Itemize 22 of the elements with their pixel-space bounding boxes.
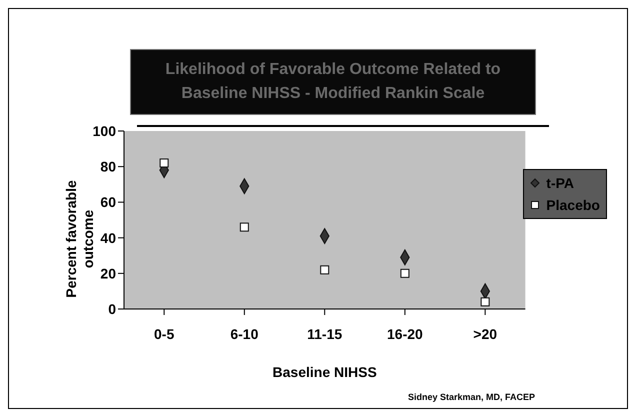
point xyxy=(240,222,249,232)
y-axis-title: Percent favorable outcome xyxy=(63,179,97,300)
point xyxy=(320,265,330,274)
legend-label: Placebo xyxy=(546,196,600,215)
y-tick-label: 40 xyxy=(100,230,116,246)
text: Sidney Starkman, MD, FACEP xyxy=(408,392,535,402)
y-tick-label: 20 xyxy=(100,265,116,282)
x-tick-label: 0-5 xyxy=(154,326,174,342)
y-tick-label: 0 xyxy=(108,300,116,317)
point xyxy=(160,158,169,168)
y-tick-label: 80 xyxy=(100,158,116,175)
chart-title: Likelihood of Favorable Outcome Related to Baseline NIHSS - Modified Rankin Scale xyxy=(164,60,502,104)
y-tick-label: 60 xyxy=(100,194,116,210)
x-tick-label: >20 xyxy=(473,326,498,342)
x-axis-title: Baseline NIHSS xyxy=(272,364,377,380)
y-tick-label: 100 xyxy=(92,122,116,139)
x-tick-label: 16-20 xyxy=(387,326,424,342)
x-tick-label: 11-15 xyxy=(307,326,342,342)
point xyxy=(400,268,410,278)
point xyxy=(480,297,490,306)
x-tick-label: 6-10 xyxy=(230,326,259,342)
legend-label: t-PA xyxy=(546,174,574,193)
